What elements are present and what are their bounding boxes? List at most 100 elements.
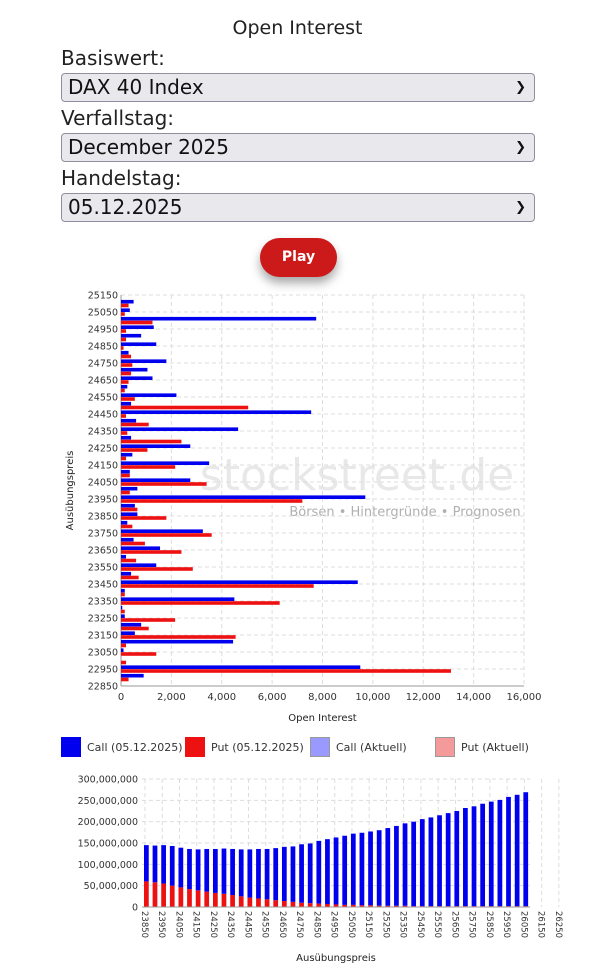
bar-call [121, 478, 191, 482]
page-title: Open Interest [232, 17, 363, 39]
bar-call [121, 622, 142, 627]
y-tick-label: 25050 [88, 308, 118, 319]
bar-put [121, 388, 125, 393]
bar-call [121, 614, 125, 618]
x-tick-label: 24950 [329, 911, 339, 938]
tradeday-label: Handelstag: [61, 166, 182, 190]
bar-put [121, 524, 133, 529]
x-tick-label: 16,000 [507, 692, 542, 703]
y-tick-label: 23050 [88, 648, 118, 659]
y-tick-label: 200,000,000 [78, 817, 138, 828]
bar-call [454, 811, 460, 907]
bar-put [121, 601, 280, 605]
legend-label-call-current: Call (Aktuell) [336, 741, 407, 754]
tradeday-value: 05.12.2025 [68, 195, 183, 219]
chevron-down-icon: ❯ [515, 80, 526, 95]
y-tick-label: 24650 [88, 376, 118, 387]
open-interest-chart: stockstreet.de Börsen • Hintergründe • Pr… [65, 291, 542, 725]
legend-item-put-current[interactable]: Put (Aktuell) [435, 737, 545, 759]
bar-put [121, 550, 182, 554]
bar-call [281, 846, 287, 902]
x-tick-label: 24450 [242, 911, 252, 938]
bar-call [121, 435, 132, 440]
bar-put [273, 900, 279, 907]
legend-item-put[interactable]: Put (05.12.2025) [185, 737, 305, 759]
bar-put [121, 541, 145, 546]
bar-put [144, 881, 149, 907]
x-tick-label: 24250 [208, 911, 218, 938]
y-tick-label: 22850 [88, 682, 118, 693]
y-tick-label: 24250 [88, 444, 118, 455]
bar-call [471, 806, 477, 907]
bar-put [152, 882, 158, 907]
bar-put [230, 895, 235, 907]
x-tick-label: 25550 [432, 911, 442, 938]
bar-put [121, 575, 139, 580]
bar-put [350, 904, 356, 907]
y-tick-label: 24150 [88, 461, 118, 472]
bar-put [256, 898, 261, 907]
bar-put [121, 482, 207, 486]
bar-put [121, 618, 176, 622]
bar-call [333, 837, 339, 905]
x-tick-label: 25050 [346, 911, 356, 938]
legend-item-call[interactable]: Call (05.12.2025) [61, 737, 183, 759]
bar-put [121, 320, 153, 325]
expiry-value: December 2025 [68, 135, 229, 159]
bar-call [121, 333, 142, 338]
bar-call [204, 848, 210, 892]
chevron-down-icon: ❯ [515, 200, 526, 215]
bar-call [121, 350, 129, 355]
bar-call [152, 845, 158, 883]
bar-call [121, 418, 137, 423]
x-tick-label: 24650 [277, 911, 287, 938]
bar-put [307, 903, 313, 907]
underlying-select[interactable]: DAX 40 Index ❯ [61, 73, 535, 102]
bar-call [121, 639, 234, 644]
underlying-value: DAX 40 Index [68, 75, 204, 99]
bar-put [121, 516, 167, 520]
bar-call [121, 384, 128, 389]
expiry-select[interactable]: December 2025 ❯ [61, 133, 535, 162]
bar-call [121, 342, 157, 346]
bar-put [121, 677, 129, 682]
bar-call [121, 580, 358, 584]
y-axis-title: Ausübungspreis [65, 451, 76, 531]
bar-put [121, 465, 176, 469]
y-tick-label: 300,000,000 [78, 775, 138, 786]
x-axis-title: Open Interest [288, 713, 357, 724]
legend-item-call-current[interactable]: Call (Aktuell) [310, 737, 420, 759]
legend-swatch-put [185, 737, 205, 757]
bar-call [121, 665, 361, 669]
play-button[interactable]: Play [260, 238, 337, 277]
y-tick-label: 24750 [88, 359, 118, 370]
bar-call [161, 845, 166, 884]
bar-call [359, 832, 365, 906]
bar-put [238, 896, 244, 907]
bar-put [299, 902, 304, 907]
bar-call [121, 469, 130, 474]
x-tick-label: 25250 [380, 911, 390, 938]
bar-put [281, 901, 287, 907]
bar-call [247, 849, 253, 898]
x-tick-label: 25450 [415, 911, 425, 938]
bar-call [121, 316, 317, 321]
x-tick-label: 14,000 [456, 692, 491, 703]
bar-put [121, 507, 138, 512]
y-tick-label: 23150 [88, 631, 118, 642]
x-tick-label: 12,000 [406, 692, 441, 703]
bar-call [121, 308, 130, 312]
bar-call [121, 452, 133, 457]
bar-put [121, 643, 127, 648]
watermark-tagline: Börsen • Hintergründe • Prognosen [289, 505, 520, 520]
bar-put [121, 533, 212, 537]
bar-put [264, 899, 270, 907]
x-tick-label: 23950 [156, 911, 166, 938]
bar-call [178, 847, 184, 888]
tradeday-select[interactable]: 05.12.2025 ❯ [61, 193, 535, 222]
y-tick-label: 50,000,000 [84, 881, 138, 892]
bar-put [121, 414, 127, 418]
bar-call [121, 393, 177, 397]
bar-put [121, 303, 129, 308]
bar-put [121, 660, 127, 665]
